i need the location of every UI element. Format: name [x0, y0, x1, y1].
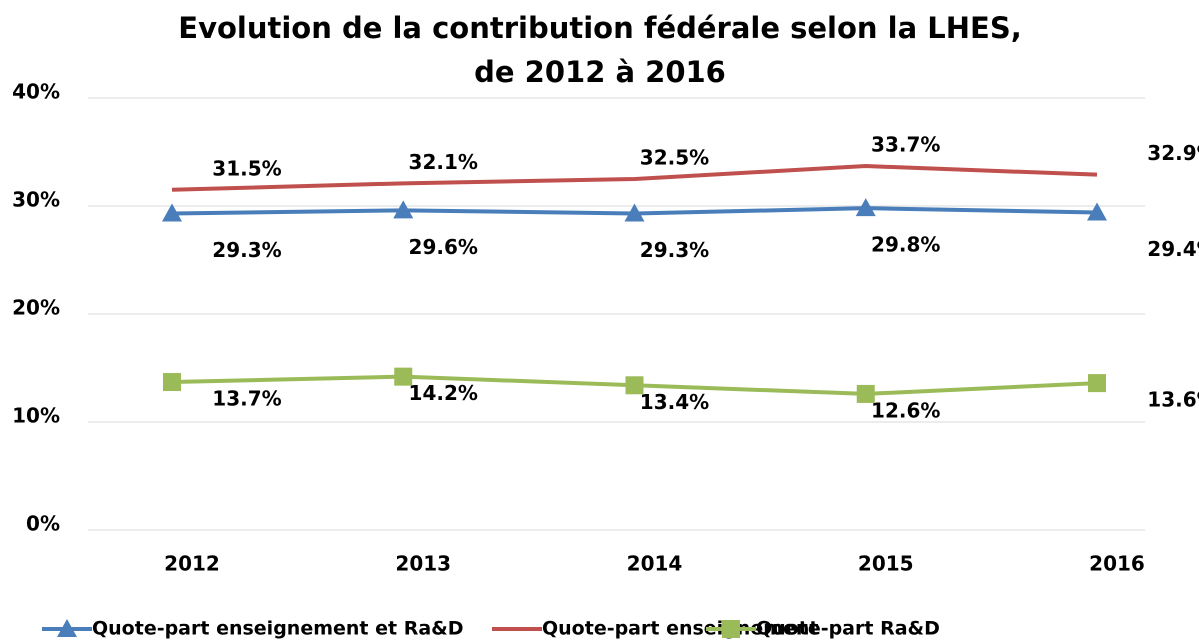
point-marker: [394, 367, 413, 386]
point-marker: [393, 200, 414, 219]
legend-label: Quote-part enseignement et Ra&D: [92, 618, 464, 640]
legend-marker: [722, 620, 740, 638]
legend-marker: [57, 619, 77, 637]
legend-label: Quote-part Ra&D: [756, 618, 940, 640]
y-tick-label: 30%: [12, 188, 60, 212]
y-tick-label: 40%: [12, 80, 60, 104]
data-label: 32.5%: [640, 146, 709, 170]
data-label: 29.8%: [871, 233, 940, 257]
x-tick-label: 2014: [627, 552, 683, 576]
data-label: 13.4%: [640, 390, 709, 414]
point-marker: [163, 373, 181, 392]
data-label: 32.9%: [1147, 141, 1199, 165]
point-marker: [162, 203, 182, 222]
data-label: 29.3%: [640, 238, 709, 262]
legend-label: Quote-part enseignement: [542, 618, 819, 640]
data-label: 29.3%: [212, 238, 281, 262]
x-tick-label: 2012: [164, 552, 220, 576]
data-label: 12.6%: [871, 398, 940, 422]
data-label: 14.2%: [409, 381, 478, 405]
data-label: 33.7%: [871, 133, 940, 157]
data-label: 29.4%: [1147, 237, 1199, 261]
point-marker: [1088, 374, 1106, 393]
x-tick-label: 2016: [1089, 552, 1145, 576]
point-marker: [624, 203, 645, 222]
data-label: 13.7%: [212, 387, 281, 411]
point-marker: [625, 376, 644, 395]
chart-title: de 2012 à 2016: [474, 55, 726, 89]
x-tick-label: 2013: [395, 552, 451, 576]
y-tick-label: 0%: [26, 512, 60, 536]
x-tick-label: 2015: [858, 552, 914, 576]
point-marker: [856, 384, 875, 403]
data-label: 29.6%: [409, 235, 478, 259]
chart-title: Evolution de la contribution fédérale se…: [178, 11, 1021, 45]
point-marker: [855, 198, 876, 217]
y-tick-label: 10%: [12, 404, 60, 428]
data-label: 32.1%: [409, 150, 478, 174]
data-label: 13.6%: [1147, 388, 1199, 412]
data-label: 31.5%: [212, 156, 281, 180]
y-tick-label: 20%: [12, 296, 60, 320]
point-marker: [1087, 202, 1107, 221]
series-line: [171, 164, 1098, 192]
